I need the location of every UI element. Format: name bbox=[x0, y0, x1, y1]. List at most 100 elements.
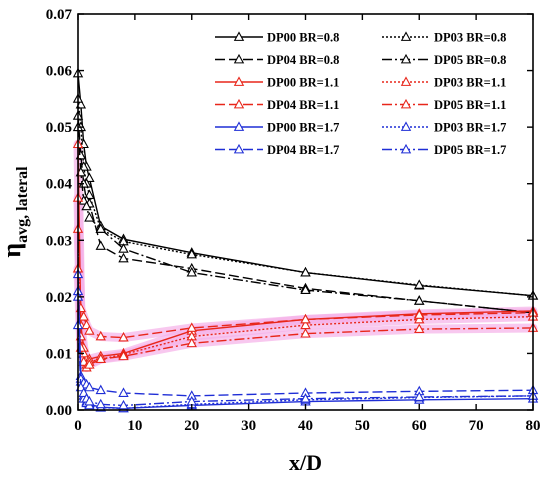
legend-marker bbox=[400, 76, 412, 86]
x-tick-label: 70 bbox=[469, 418, 484, 434]
data-point bbox=[300, 313, 311, 324]
data-point bbox=[84, 325, 95, 335]
legend-label: DP04 BR=0.8 bbox=[267, 53, 339, 67]
data-point bbox=[300, 393, 311, 403]
data-point bbox=[118, 387, 129, 397]
data-point bbox=[84, 395, 95, 406]
data-point bbox=[78, 311, 89, 321]
legend-label: DP00 BR=1.7 bbox=[267, 121, 339, 135]
legend-label: DP05 BR=1.7 bbox=[434, 143, 506, 157]
data-point bbox=[118, 243, 129, 253]
data-point bbox=[414, 313, 425, 324]
series bbox=[72, 291, 539, 400]
y-tick-label: 0.06 bbox=[46, 64, 73, 80]
series-layer bbox=[72, 67, 539, 413]
x-tick-label: 20 bbox=[184, 418, 199, 434]
data-point bbox=[300, 327, 311, 338]
legend-item: DP00 BR=1.7 bbox=[215, 121, 339, 135]
data-point bbox=[414, 323, 425, 334]
legend-item: DP04 BR=1.7 bbox=[215, 143, 339, 157]
legend-item: DP04 BR=0.8 bbox=[215, 53, 339, 67]
legend-marker bbox=[233, 143, 245, 154]
legend-item: DP03 BR=1.1 bbox=[382, 76, 506, 90]
legend-label: DP04 BR=1.1 bbox=[267, 98, 339, 112]
legend-marker bbox=[400, 31, 412, 41]
data-point bbox=[186, 337, 197, 348]
data-point bbox=[414, 309, 425, 319]
highlight-band bbox=[73, 193, 538, 370]
data-point bbox=[186, 266, 197, 277]
legend-label: DP05 BR=1.1 bbox=[434, 98, 506, 112]
data-point bbox=[84, 381, 95, 392]
data-point bbox=[95, 330, 106, 341]
data-point bbox=[186, 248, 197, 259]
series-line bbox=[77, 197, 534, 367]
legend-marker bbox=[233, 53, 245, 64]
data-point bbox=[95, 353, 106, 364]
data-point bbox=[414, 391, 425, 401]
data-point bbox=[95, 223, 106, 233]
data-point bbox=[300, 284, 311, 294]
legend-item: DP05 BR=0.8 bbox=[382, 53, 506, 67]
data-point bbox=[118, 252, 129, 263]
legend-label: DP03 BR=1.7 bbox=[434, 121, 506, 135]
ticks-layer: 0 10 20 30 40 50 60 70 80 0.00 0.01 0.02 0.03 0.04 0.0… bbox=[46, 7, 541, 434]
y-axis-title-symbol: η bbox=[0, 243, 26, 258]
y-axis-title-subscript: avg, lateral bbox=[14, 166, 31, 243]
series bbox=[72, 192, 539, 369]
data-point bbox=[118, 399, 129, 410]
legend-marker bbox=[233, 121, 245, 131]
legend-item: DP00 BR=1.1 bbox=[215, 76, 339, 90]
data-point bbox=[118, 350, 129, 361]
legend-label: DP05 BR=0.8 bbox=[434, 53, 506, 67]
legend-item: DP00 BR=0.8 bbox=[215, 31, 339, 45]
y-tick-label: 0.02 bbox=[46, 290, 72, 306]
legend-item: DP05 BR=1.7 bbox=[382, 143, 506, 157]
data-point bbox=[186, 322, 197, 332]
legend-label: DP03 BR=1.1 bbox=[434, 76, 506, 90]
y-tick-label: 0.01 bbox=[46, 346, 72, 362]
x-tick-label: 0 bbox=[74, 418, 82, 434]
x-tick-label: 10 bbox=[127, 418, 142, 434]
legend-label: DP04 BR=1.7 bbox=[267, 143, 339, 157]
y-tick-label: 0.03 bbox=[46, 233, 72, 249]
legend-label: DP03 BR=0.8 bbox=[434, 31, 506, 45]
legend-marker bbox=[400, 143, 412, 154]
data-point bbox=[414, 279, 425, 289]
data-point bbox=[95, 384, 106, 395]
legend-item: DP03 BR=1.7 bbox=[382, 121, 506, 135]
data-point bbox=[300, 266, 311, 277]
legend-item: DP03 BR=0.8 bbox=[382, 31, 506, 45]
x-tick-label: 60 bbox=[412, 418, 427, 434]
legend-label: DP00 BR=0.8 bbox=[267, 31, 339, 45]
x-axis-title: x/D bbox=[289, 450, 322, 475]
data-point bbox=[95, 240, 106, 250]
data-point bbox=[95, 398, 106, 409]
y-tick-label: 0.05 bbox=[46, 120, 72, 136]
data-point bbox=[84, 212, 95, 222]
legend: DP00 BR=0.8 DP03 BR=0.8 DP04 BR=0.8 DP05 BR… bbox=[215, 31, 506, 157]
legend-marker bbox=[400, 121, 412, 131]
legend-marker bbox=[400, 53, 412, 64]
y-tick-label: 0.07 bbox=[46, 7, 73, 23]
data-point bbox=[414, 295, 425, 305]
x-tick-label: 30 bbox=[241, 418, 256, 434]
x-tick-label: 40 bbox=[298, 418, 313, 434]
legend-marker bbox=[400, 98, 412, 109]
legend-label: DP00 BR=1.1 bbox=[267, 76, 339, 90]
data-point bbox=[81, 200, 92, 211]
data-point bbox=[84, 359, 95, 369]
y-tick-label: 0.00 bbox=[46, 403, 72, 419]
legend-item: DP05 BR=1.1 bbox=[382, 98, 506, 112]
y-tick-label: 0.04 bbox=[46, 177, 73, 193]
legend-marker bbox=[233, 31, 245, 41]
legend-marker bbox=[233, 76, 245, 86]
legend-marker bbox=[233, 98, 245, 109]
legend-item: DP04 BR=1.1 bbox=[215, 98, 339, 112]
x-tick-label: 50 bbox=[355, 418, 370, 434]
series-line bbox=[77, 127, 534, 314]
data-point bbox=[118, 331, 129, 342]
x-tick-label: 80 bbox=[526, 418, 541, 434]
y-axis-title: ηavg, lateral bbox=[0, 166, 31, 258]
